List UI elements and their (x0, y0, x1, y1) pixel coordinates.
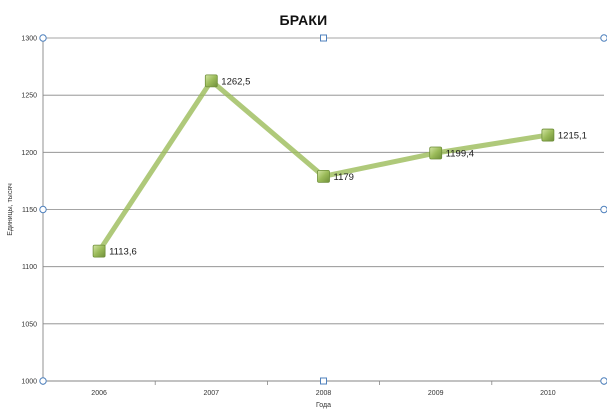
resize-handle[interactable] (600, 377, 607, 385)
data-label: 1113,6 (109, 247, 137, 258)
y-tick-label: 1250 (21, 93, 37, 100)
gridlines (43, 37, 604, 325)
data-marker (204, 74, 218, 88)
y-tick-label: 1200 (21, 150, 37, 157)
x-tick-label: 2010 (540, 390, 556, 397)
data-label: 1262,5 (221, 76, 250, 87)
selection-handles[interactable] (39, 34, 607, 385)
resize-handle[interactable] (320, 377, 327, 385)
series-line (96, 78, 551, 254)
y-tick-label: 1100 (22, 264, 37, 271)
y-tick-label: 1000 (21, 379, 37, 386)
resize-handle[interactable] (320, 34, 327, 42)
resize-handle[interactable] (39, 34, 47, 42)
y-axis-title: Единицы, тысяч (7, 183, 14, 236)
x-tick-label: 2009 (428, 390, 444, 397)
data-marker (317, 169, 330, 183)
x-tick-label: 2008 (316, 390, 332, 397)
x-tick-label: 2007 (204, 390, 220, 397)
data-marker (429, 146, 443, 160)
resize-handle[interactable] (39, 205, 47, 214)
tick-labels: 1000 1050 1100 1150 1200 1250 1300 2006 2007 2008… (21, 36, 555, 398)
x-axis-title: Года (316, 402, 331, 409)
resize-handle[interactable] (600, 34, 607, 42)
y-tick-label: 1150 (22, 207, 37, 214)
resize-handle[interactable] (600, 205, 607, 214)
series-line (96, 78, 551, 254)
data-marker (541, 128, 555, 142)
y-tick-label: 1050 (21, 321, 37, 328)
data-marker (92, 244, 106, 258)
resize-handle[interactable] (39, 377, 47, 385)
data-markers (92, 74, 555, 258)
data-label: 1215,1 (558, 131, 587, 142)
y-tick-label: 1300 (21, 36, 37, 43)
chart-title: БРАКИ (279, 12, 328, 28)
data-label: 1199,4 (446, 149, 474, 160)
data-label: 1179 (334, 172, 354, 183)
x-tick-label: 2006 (91, 390, 107, 397)
data-labels: 1113,6 1262,5 1179 1199,4 1215,1 (109, 76, 587, 257)
